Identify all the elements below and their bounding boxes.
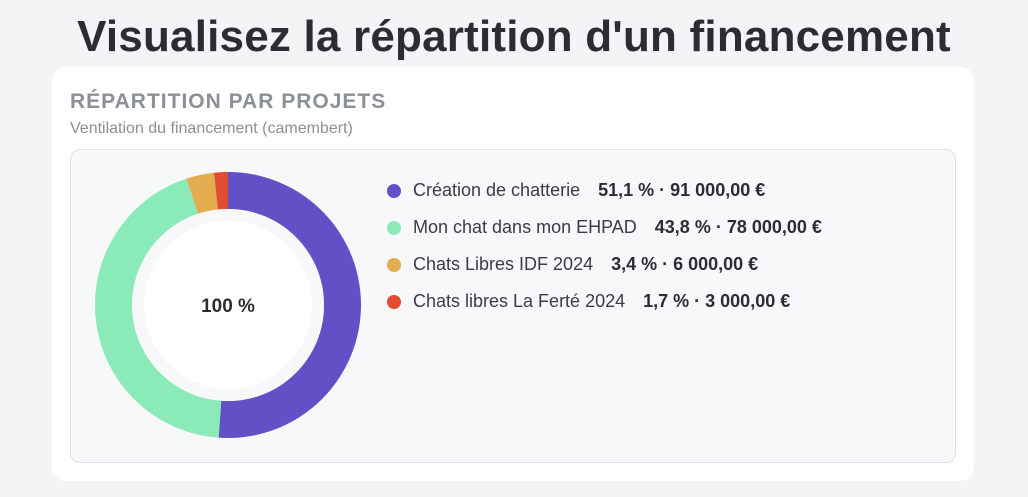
card-subtitle: Ventilation du financement (camembert)	[70, 120, 353, 137]
donut-hole	[144, 221, 312, 389]
legend-dot	[387, 220, 401, 235]
donut-chart: 100 %	[93, 170, 363, 440]
legend-item: Chats libres La Ferté 2024 1,7 % · 3 000…	[387, 283, 947, 320]
legend-label: Chats libres La Ferté 2024	[413, 291, 626, 311]
card-title: RÉPARTITION PAR PROJETS	[70, 90, 387, 113]
chart-panel: 100 % Création de chatterie 51,1 % · 91 …	[70, 149, 956, 463]
legend-label: Création de chatterie	[413, 180, 581, 200]
legend-item: Mon chat dans mon EHPAD 43,8 % · 78 000,…	[387, 209, 947, 246]
legend-value: 43,8 % · 78 000,00 €	[654, 217, 822, 237]
legend: Création de chatterie 51,1 % · 91 000,00…	[387, 172, 947, 320]
legend-label: Mon chat dans mon EHPAD	[413, 217, 637, 237]
legend-dot	[387, 294, 401, 309]
legend-item: Chats Libres IDF 2024 3,4 % · 6 000,00 €	[387, 246, 947, 283]
donut-slice-2	[94, 178, 222, 438]
legend-value: 1,7 % · 3 000,00 €	[643, 291, 791, 311]
donut-slice-4	[213, 172, 228, 210]
donut-slice-1	[218, 172, 361, 438]
donut-slice-3	[186, 172, 218, 214]
chart-card: RÉPARTITION PAR PROJETS Ventilation du f…	[52, 67, 974, 481]
legend-value: 3,4 % · 6 000,00 €	[611, 254, 759, 274]
legend-value: 51,1 % · 91 000,00 €	[598, 180, 766, 200]
center-label: 100 %	[201, 296, 255, 317]
legend-item: Création de chatterie 51,1 % · 91 000,00…	[387, 172, 947, 209]
legend-dot	[387, 257, 401, 272]
legend-label: Chats Libres IDF 2024	[413, 254, 594, 274]
legend-dot	[387, 183, 401, 198]
page-title: Visualisez la répartition d'un financeme…	[77, 12, 951, 61]
donut-svg: 100 %	[94, 172, 361, 438]
